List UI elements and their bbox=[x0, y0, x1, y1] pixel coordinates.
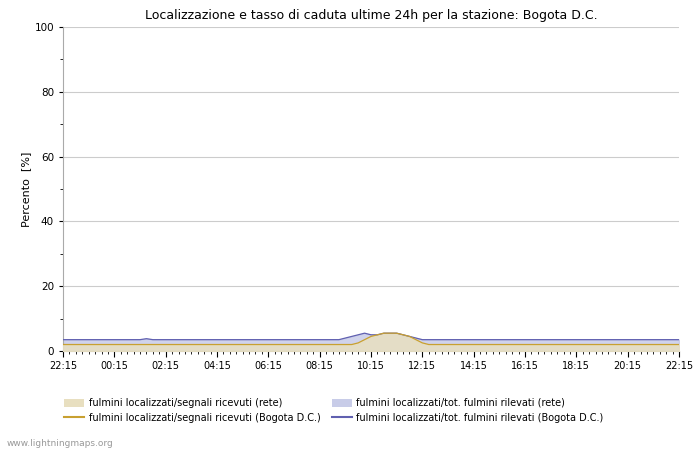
Legend: fulmini localizzati/segnali ricevuti (rete), fulmini localizzati/segnali ricevut: fulmini localizzati/segnali ricevuti (re… bbox=[64, 398, 603, 423]
Y-axis label: Percento  [%]: Percento [%] bbox=[22, 151, 32, 227]
Title: Localizzazione e tasso di caduta ultime 24h per la stazione: Bogota D.C.: Localizzazione e tasso di caduta ultime … bbox=[145, 9, 597, 22]
Text: www.lightningmaps.org: www.lightningmaps.org bbox=[7, 439, 113, 448]
